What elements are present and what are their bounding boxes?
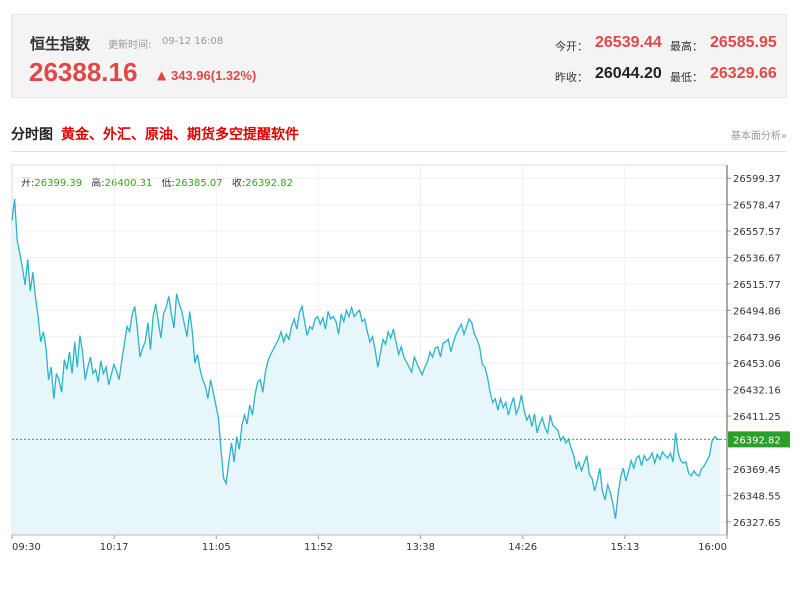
current-price-badge-label: 26392.82 (733, 435, 781, 446)
y-tick-label: 26515.77 (733, 280, 781, 291)
ohlc-low-value: 26385.07 (174, 178, 223, 189)
ohlc-high-label: 高: (91, 178, 105, 189)
ohlc-open-label: 开: (21, 178, 35, 189)
index-name: 恒生指数 (30, 35, 91, 53)
section-title: 分时图 (11, 127, 53, 143)
ohlc-close-value: 26392.82 (245, 178, 293, 189)
x-tick-label: 11:05 (202, 542, 231, 553)
open-value: 26539.44 (595, 34, 662, 51)
y-tick-label: 26453.06 (733, 359, 781, 370)
ohlc-readout: 开:26399.39 高:26400.31 低:26385.07 收:26392… (21, 174, 299, 189)
x-tick-label: 10:17 (100, 542, 129, 553)
up-arrow-icon: ▲ (157, 68, 167, 82)
high-label: 最高： (670, 40, 703, 53)
low-label: 最低： (670, 71, 703, 84)
y-tick-label: 26473.96 (733, 333, 781, 344)
y-tick-label: 26557.57 (733, 227, 781, 238)
x-tick-label: 14:26 (508, 542, 537, 553)
prev-close-label: 昨收： (555, 71, 588, 84)
y-tick-label: 26578.47 (733, 201, 781, 212)
update-time: 09-12 16:08 (162, 36, 224, 47)
x-tick-label: 11:52 (304, 542, 333, 553)
low-value: 26329.66 (710, 65, 777, 82)
x-tick-label: 16:00 (698, 542, 727, 553)
current-price-badge: 26392.82 (728, 431, 790, 448)
update-time-label: 更新时间: (108, 40, 152, 51)
quote-panel: 恒生指数 更新时间: 09-12 16:08 26388.16 ▲ 343.96… (11, 14, 787, 98)
ohlc-high-value: 26400.31 (104, 178, 153, 189)
price-line (11, 198, 721, 519)
y-tick-label: 26599.37 (733, 174, 781, 185)
y-tick-label: 26327.65 (733, 518, 781, 529)
price-area-fill (12, 198, 720, 535)
divider (11, 151, 787, 152)
y-tick-label: 26411.25 (733, 412, 781, 423)
open-label: 今开： (555, 40, 588, 53)
y-tick-label: 26432.16 (733, 386, 781, 397)
ohlc-low-label: 低: (161, 178, 175, 189)
plot-frame (11, 164, 728, 536)
chart-grid (11, 164, 728, 536)
y-tick-label: 26348.55 (733, 491, 781, 502)
prev-close-value: 26044.20 (595, 65, 662, 82)
x-tick-label: 13:38 (406, 542, 435, 553)
x-axis: 09:30 10:17 11:05 11:52 13:38 14:26 15:13 16:00 (11, 534, 728, 553)
x-tick-label: 09:30 (12, 542, 41, 553)
price-change: 343.96(1.32%) (171, 68, 257, 83)
current-price-badge-bg (728, 431, 790, 448)
y-tick-label: 26369.45 (733, 465, 781, 476)
y-tick-label: 26536.67 (733, 253, 781, 264)
current-price: 26388.16 (29, 57, 138, 87)
section-header: 分时图 黄金、外汇、原油、期货多空提醒软件 基本面分析» (11, 122, 787, 150)
high-value: 26585.95 (710, 34, 777, 51)
promo-link[interactable]: 黄金、外汇、原油、期货多空提醒软件 (61, 127, 299, 143)
ohlc-open-value: 26399.39 (34, 178, 83, 189)
x-tick-label: 15:13 (610, 542, 639, 553)
y-tick-label: 26494.86 (733, 306, 781, 317)
fundamental-analysis-link[interactable]: 基本面分析» (730, 131, 787, 142)
y-axis: 26599.37 26578.47 26557.57 26536.67 26515.77… (726, 165, 781, 539)
ohlc-close-label: 收: (231, 178, 246, 189)
